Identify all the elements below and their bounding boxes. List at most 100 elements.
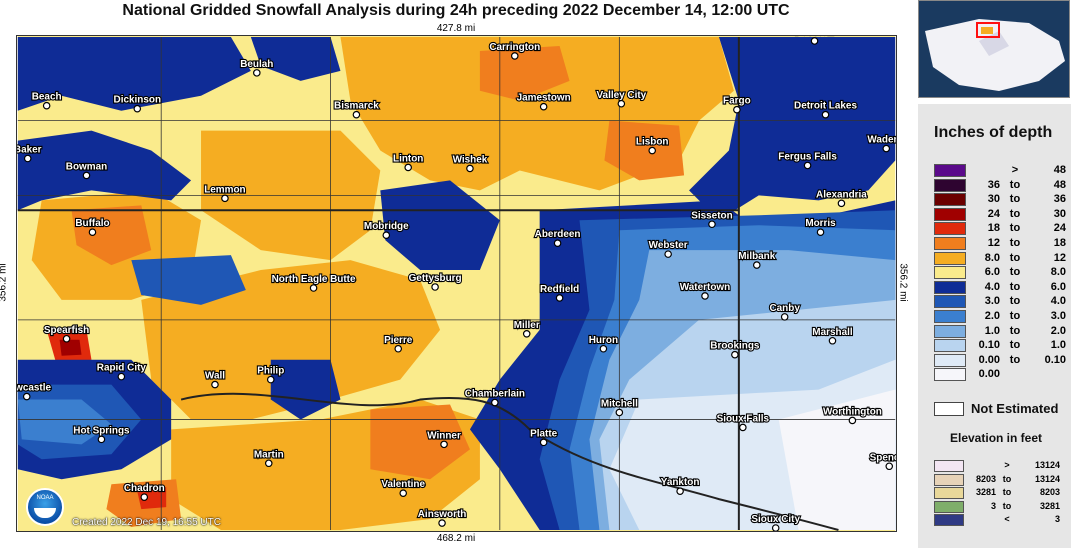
- city-dot[interactable]: [676, 487, 684, 495]
- city-dot[interactable]: [309, 284, 318, 292]
- city-marker[interactable]: Fargo: [722, 95, 752, 114]
- city-dot[interactable]: [555, 294, 564, 302]
- city-dot[interactable]: [522, 330, 531, 338]
- city-dot[interactable]: [466, 164, 474, 173]
- city-marker[interactable]: Martin: [253, 448, 285, 468]
- city-dot[interactable]: [539, 102, 548, 111]
- city-marker[interactable]: Jamestown: [515, 92, 572, 111]
- city-marker[interactable]: Rapid City: [96, 362, 147, 381]
- city-marker[interactable]: Marshall: [811, 326, 854, 345]
- city-marker[interactable]: Valley City: [595, 89, 648, 108]
- city-marker[interactable]: Watertown: [679, 281, 731, 300]
- city-marker[interactable]: Miller: [513, 319, 541, 338]
- city-marker[interactable]: Wishek: [451, 153, 489, 173]
- city-marker[interactable]: Canby: [768, 302, 801, 321]
- city-dot[interactable]: [117, 372, 126, 381]
- city-marker[interactable]: Linton: [392, 152, 424, 172]
- city-dot[interactable]: [771, 524, 780, 531]
- city-marker[interactable]: Hot Springs: [72, 424, 131, 444]
- city-dot[interactable]: [553, 239, 562, 247]
- city-dot[interactable]: [133, 104, 142, 113]
- city-marker[interactable]: Philip: [256, 365, 285, 384]
- city-marker[interactable]: Brookings: [709, 340, 761, 359]
- city-dot[interactable]: [810, 37, 819, 45]
- city-dot[interactable]: [382, 231, 391, 239]
- city-dot[interactable]: [731, 350, 739, 359]
- city-marker[interactable]: Yankton: [660, 476, 701, 495]
- city-marker[interactable]: Newcastle: [16, 381, 53, 401]
- city-dot[interactable]: [431, 283, 439, 291]
- city-marker[interactable]: Aberdeen: [534, 228, 582, 247]
- city-dot[interactable]: [753, 261, 761, 269]
- city-marker[interactable]: Milbank: [737, 250, 777, 269]
- city-marker[interactable]: Lisbon: [635, 135, 670, 155]
- city-marker[interactable]: Detroit Lakes: [793, 100, 859, 119]
- city-dot[interactable]: [803, 161, 812, 170]
- city-dot[interactable]: [848, 416, 857, 425]
- city-dot[interactable]: [266, 375, 275, 384]
- city-dot[interactable]: [404, 163, 412, 172]
- city-marker[interactable]: Pierre: [383, 334, 414, 353]
- city-dot[interactable]: [22, 392, 31, 401]
- city-dot[interactable]: [510, 52, 519, 60]
- city-marker[interactable]: Dickinson: [112, 94, 162, 113]
- city-marker[interactable]: Fosston: [794, 35, 835, 45]
- city-marker[interactable]: Spencer: [869, 451, 897, 471]
- city-marker[interactable]: Chadron: [123, 482, 166, 501]
- city-marker[interactable]: Beulah: [239, 58, 274, 77]
- city-dot[interactable]: [221, 194, 229, 203]
- city-dot[interactable]: [885, 462, 894, 471]
- city-dot[interactable]: [352, 110, 361, 119]
- city-marker[interactable]: Sioux Falls: [716, 412, 771, 432]
- city-marker[interactable]: Morris: [804, 217, 837, 236]
- city-dot[interactable]: [664, 250, 672, 258]
- city-dot[interactable]: [648, 146, 656, 155]
- city-marker[interactable]: Alexandria: [815, 188, 868, 208]
- city-dot[interactable]: [394, 344, 403, 353]
- city-marker[interactable]: Beach: [31, 91, 63, 110]
- city-dot[interactable]: [82, 171, 91, 180]
- city-dot[interactable]: [438, 519, 446, 527]
- city-marker[interactable]: Platte: [529, 427, 559, 447]
- city-dot[interactable]: [88, 228, 97, 236]
- city-marker[interactable]: Buffalo: [74, 217, 111, 236]
- city-marker[interactable]: Sisseton: [690, 209, 734, 229]
- city-dot[interactable]: [539, 438, 548, 447]
- city-marker[interactable]: Ainsworth: [417, 508, 467, 527]
- city-dot[interactable]: [62, 334, 71, 343]
- city-marker[interactable]: Chamberlain: [464, 387, 526, 407]
- city-dot[interactable]: [617, 99, 626, 108]
- city-dot[interactable]: [440, 440, 448, 449]
- city-marker[interactable]: North Eagle Butte: [271, 273, 357, 292]
- city-dot[interactable]: [253, 69, 261, 77]
- city-marker[interactable]: Mobridge: [363, 220, 410, 239]
- city-dot[interactable]: [816, 228, 825, 236]
- snowfall-map[interactable]: Carrington Fosston Beulah Beach Dickinson Bis…: [16, 35, 897, 532]
- city-dot[interactable]: [701, 292, 709, 300]
- city-dot[interactable]: [399, 489, 407, 497]
- city-dot[interactable]: [211, 380, 219, 389]
- city-marker[interactable]: Valentine: [380, 478, 427, 497]
- city-dot[interactable]: [615, 408, 624, 417]
- city-dot[interactable]: [739, 423, 747, 432]
- city-dot[interactable]: [42, 101, 51, 110]
- city-marker[interactable]: Bismarck: [333, 100, 380, 119]
- city-marker[interactable]: Fergus Falls: [777, 150, 838, 170]
- city-marker[interactable]: Worthington: [822, 405, 883, 425]
- locator-inset-map[interactable]: [918, 0, 1070, 98]
- city-marker[interactable]: Mitchell: [600, 397, 639, 417]
- city-dot[interactable]: [828, 336, 837, 345]
- city-marker[interactable]: Wadena: [866, 133, 897, 153]
- city-dot[interactable]: [882, 144, 891, 153]
- city-dot[interactable]: [821, 110, 830, 119]
- city-dot[interactable]: [491, 398, 499, 407]
- city-dot[interactable]: [733, 105, 741, 114]
- city-marker[interactable]: Baker: [16, 143, 43, 163]
- city-marker[interactable]: Sioux City: [750, 513, 802, 531]
- city-marker[interactable]: Wall: [204, 370, 226, 389]
- city-dot[interactable]: [780, 313, 789, 321]
- city-marker[interactable]: Webster: [648, 239, 689, 258]
- city-dot[interactable]: [599, 344, 608, 353]
- city-dot[interactable]: [23, 154, 32, 163]
- city-dot[interactable]: [264, 459, 273, 468]
